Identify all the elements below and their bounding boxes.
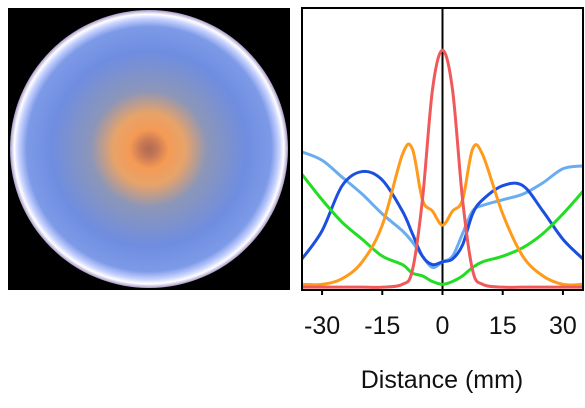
x-tick-label: 15 (489, 312, 517, 340)
petri-dish-photo (8, 8, 290, 290)
x-axis-label: Distance (mm) (361, 366, 524, 394)
series-line (301, 48, 583, 289)
plot: -30 -15 0 15 30 (300, 7, 585, 340)
x-tick-label: -15 (364, 312, 400, 340)
series-line (300, 173, 585, 286)
x-tick-label: 30 (549, 312, 577, 340)
x-tick-label: 0 (436, 312, 450, 340)
series-line (301, 142, 584, 287)
x-tick-label: -30 (304, 312, 340, 340)
series-line (300, 169, 585, 267)
dish (10, 10, 288, 288)
